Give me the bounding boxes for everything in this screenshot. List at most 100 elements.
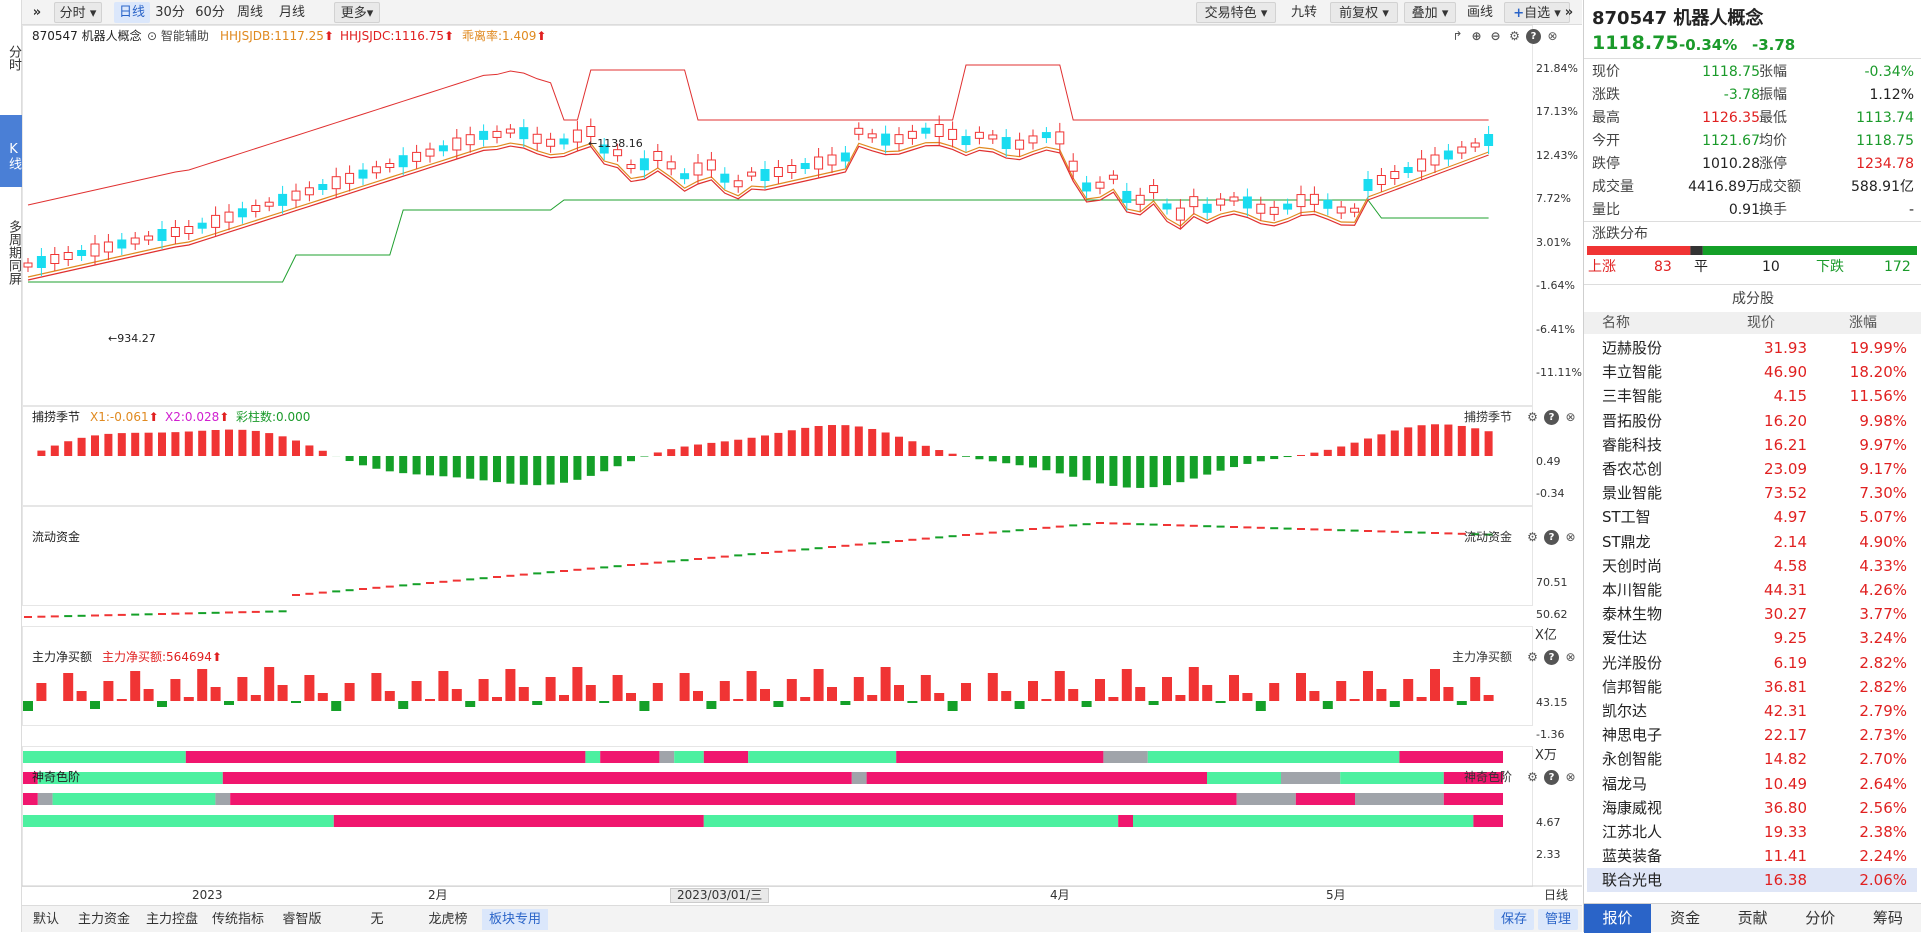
candle-body <box>1056 132 1064 144</box>
quote-value: 1118.75 <box>1680 61 1760 83</box>
tab-none[interactable]: 无 <box>362 909 392 930</box>
quote-tab[interactable]: 分价 <box>1787 904 1854 933</box>
help-icon[interactable]: ? <box>1526 29 1541 44</box>
tab-daily[interactable]: 日线 <box>114 2 150 23</box>
smart-assist-label: 智能辅助 <box>161 29 209 43</box>
candle-body <box>1485 135 1493 146</box>
collapse-panel-icon[interactable]: » <box>1560 2 1578 23</box>
col-price[interactable]: 现价 <box>1747 312 1775 334</box>
rail-kline[interactable]: K线 <box>0 115 22 187</box>
quote-tab[interactable]: 筹码 <box>1854 904 1921 933</box>
fenshi-dropdown[interactable]: 分时 ▾ <box>54 2 102 23</box>
zoom-in-icon[interactable]: ⊕ <box>1469 29 1484 44</box>
season-bar <box>1217 456 1225 471</box>
more-dropdown[interactable]: 更多▾ <box>334 2 380 23</box>
help-icon[interactable]: ? <box>1544 770 1559 785</box>
save-button[interactable]: 保存 <box>1494 909 1534 930</box>
color-ladder-segment <box>1237 793 1296 805</box>
settings-icon[interactable]: ⚙ <box>1525 530 1540 545</box>
zoom-out-icon[interactable]: ⊖ <box>1488 29 1503 44</box>
quote-tab[interactable]: 报价 <box>1584 904 1651 933</box>
candle-body <box>158 230 166 241</box>
col-pct[interactable]: 涨幅 <box>1849 312 1877 334</box>
season-bar <box>64 441 72 456</box>
tab-traditional[interactable]: 传统指标 <box>208 909 268 930</box>
tab-ruizhi[interactable]: 睿智版 <box>276 909 328 930</box>
quote-tab[interactable]: 贡献 <box>1719 904 1786 933</box>
expand-icon[interactable]: » <box>28 2 46 23</box>
quote-label: 张幅 <box>1759 61 1787 83</box>
col-name[interactable]: 名称 <box>1602 312 1630 334</box>
close-icon[interactable]: ⊗ <box>1545 29 1560 44</box>
draw-line-button[interactable]: 画线 <box>1460 2 1500 23</box>
help-icon[interactable]: ? <box>1544 410 1559 425</box>
season-bar <box>681 447 689 456</box>
tab-dragon-tiger[interactable]: 龙虎榜 <box>422 909 474 930</box>
tab-monthly[interactable]: 月线 <box>274 2 310 23</box>
settings-icon[interactable]: ⚙ <box>1525 650 1540 665</box>
close-icon[interactable]: ⊗ <box>1563 410 1578 425</box>
quote-tab[interactable]: 资金 <box>1652 904 1719 933</box>
adjust-dropdown[interactable]: 前复权 ▾ <box>1330 2 1398 23</box>
jiuzhuan-button[interactable]: 九转 <box>1284 2 1324 23</box>
close-icon[interactable]: ⊗ <box>1563 530 1578 545</box>
settings-icon[interactable]: ⚙ <box>1525 410 1540 425</box>
netbuy-bar <box>519 687 529 701</box>
overlay-dropdown[interactable]: 叠加 ▾ <box>1404 2 1456 23</box>
trade-feature-dropdown[interactable]: 交易特色 ▾ <box>1196 2 1276 23</box>
season-bar <box>305 445 313 456</box>
help-icon[interactable]: ? <box>1544 650 1559 665</box>
rail-fenshi[interactable]: 分时 <box>0 30 22 80</box>
manage-button[interactable]: 管理 <box>1538 909 1578 930</box>
indicator-bias-value: 乖离率:1.409 <box>462 29 536 43</box>
candle-body <box>319 185 327 190</box>
close-icon[interactable]: ⊗ <box>1563 770 1578 785</box>
candle-body <box>1364 180 1372 191</box>
tab-weekly[interactable]: 周线 <box>232 2 268 23</box>
settings-icon[interactable]: ⚙ <box>1525 770 1540 785</box>
help-icon[interactable]: ? <box>1544 530 1559 545</box>
smart-assist-toggle[interactable]: ⊙ 智能辅助 <box>147 28 209 44</box>
tab-60min[interactable]: 60分 <box>192 2 228 23</box>
tab-30min[interactable]: 30分 <box>152 2 188 23</box>
component-price: 16.20 <box>1707 409 1807 433</box>
rail-multi-period[interactable]: 多周期同屏 <box>0 200 22 300</box>
share-icon[interactable]: ↱ <box>1450 29 1465 44</box>
quote-label: 均价 <box>1759 130 1787 152</box>
tab-default[interactable]: 默认 <box>28 909 64 930</box>
tab-sector[interactable]: 板块专用 <box>482 909 548 930</box>
netbuy-bar <box>1417 697 1427 701</box>
settings-icon[interactable]: ⚙ <box>1507 29 1522 44</box>
component-name: 三丰智能 <box>1602 384 1662 408</box>
candle-body <box>560 139 568 144</box>
tab-main-control[interactable]: 主力控盘 <box>142 909 202 930</box>
netbuy-bar <box>251 695 261 701</box>
close-icon[interactable]: ⊗ <box>1563 650 1578 665</box>
color-ladder-segment <box>1340 772 1444 784</box>
arrow-up-icon: ⬆ <box>149 410 159 424</box>
tab-main-fund[interactable]: 主力资金 <box>74 909 134 930</box>
